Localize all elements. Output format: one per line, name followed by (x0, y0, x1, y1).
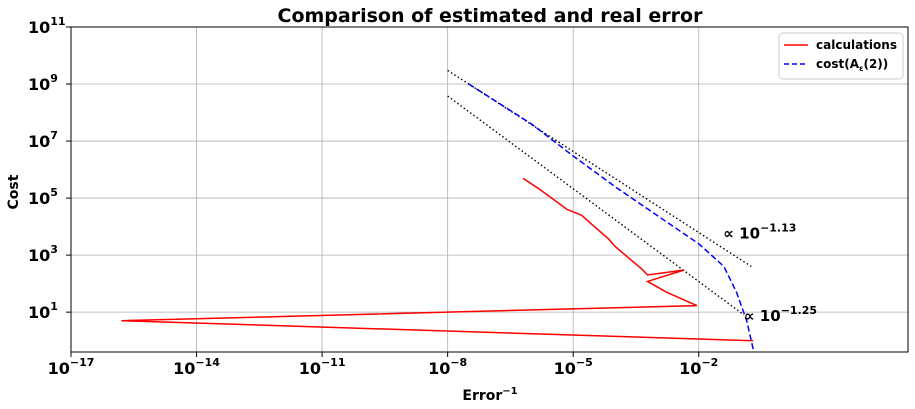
y-tick-base: 10 (28, 75, 50, 94)
y-tick-base: 10 (28, 189, 50, 208)
series-line-calculations (121, 177, 754, 342)
x-tick-exponent: −2 (701, 356, 718, 369)
x-tick-label: 10−5 (554, 356, 593, 378)
y-tick-base: 10 (28, 132, 50, 151)
x-tick-base: 10 (679, 359, 701, 378)
slope-annotation: ∝ 10−1.13 (723, 221, 796, 242)
x-tick-exponent: −8 (450, 356, 467, 369)
x-tick-label: 10−2 (679, 356, 718, 378)
x-tick-exponent: −11 (321, 356, 346, 369)
x-tick-exponent: −14 (195, 356, 220, 369)
y-tick-base: 10 (28, 18, 50, 37)
x-tick-base: 10 (48, 359, 70, 378)
x-tick-exponent: −5 (576, 356, 593, 369)
reference-line (447, 95, 745, 316)
series-layer (121, 83, 754, 350)
y-axis-title: Cost (6, 174, 22, 209)
reference-line (447, 69, 752, 268)
y-tick-exponent: 11 (50, 15, 65, 28)
x-tick-exponent: −17 (70, 356, 95, 369)
x-axis-title: Error−1 (462, 386, 517, 404)
y-tick-exponent: 9 (50, 72, 58, 85)
y-tick-label: 101 (28, 300, 58, 322)
y-tick-label: 109 (28, 72, 58, 94)
x-tick-label: 10−14 (173, 356, 220, 378)
legend: calculations cost(Aε(2)) (778, 32, 904, 80)
legend-cost-tail: (2)) (863, 57, 888, 71)
reference-lines (447, 69, 752, 316)
legend-cost-subscript: ε (859, 64, 863, 73)
y-tick-base: 10 (28, 246, 50, 265)
slope-annotation-exponent: −1.13 (760, 221, 796, 234)
x-tick-base: 10 (428, 359, 450, 378)
slope-annotation: ∝ 10−1.25 (744, 304, 817, 325)
y-tick-base: 10 (28, 303, 50, 322)
y-tick-exponent: 7 (50, 129, 58, 142)
x-axis-title-exponent: −1 (502, 386, 517, 397)
y-tick-label: 105 (28, 186, 58, 208)
legend-label-calculations: calculations (816, 38, 897, 52)
slope-annotation-base: ∝ 10 (723, 224, 760, 242)
y-tick-exponent: 1 (50, 300, 58, 313)
legend-label-cost: cost(Aε(2)) (816, 57, 888, 73)
annotations: ∝ 10−1.13∝ 10−1.25 (723, 221, 817, 324)
slope-annotation-base: ∝ 10 (744, 307, 781, 325)
y-tick-label: 103 (28, 243, 58, 265)
x-tick-label: 10−17 (48, 356, 95, 378)
x-axis-title-text: Error (462, 388, 502, 404)
axis-ticks: 10−17 10−14 10−11 10−8 10−5 10−21011031051071… (28, 15, 718, 378)
x-tick-base: 10 (173, 359, 195, 378)
plot-frame (70, 26, 909, 353)
series-line-cost (468, 83, 754, 350)
chart-title: Comparison of estimated and real error (278, 5, 704, 27)
y-tick-label: 1011 (28, 15, 66, 37)
y-tick-exponent: 3 (50, 243, 58, 256)
x-tick-label: 10−8 (428, 356, 467, 378)
x-tick-base: 10 (299, 359, 321, 378)
legend-box (778, 32, 904, 80)
legend-cost-text: cost(A (816, 57, 860, 71)
y-tick-exponent: 5 (50, 186, 58, 199)
y-tick-label: 107 (28, 129, 58, 151)
slope-annotation-exponent: −1.25 (781, 304, 817, 317)
x-tick-base: 10 (554, 359, 576, 378)
x-tick-label: 10−11 (299, 356, 346, 378)
